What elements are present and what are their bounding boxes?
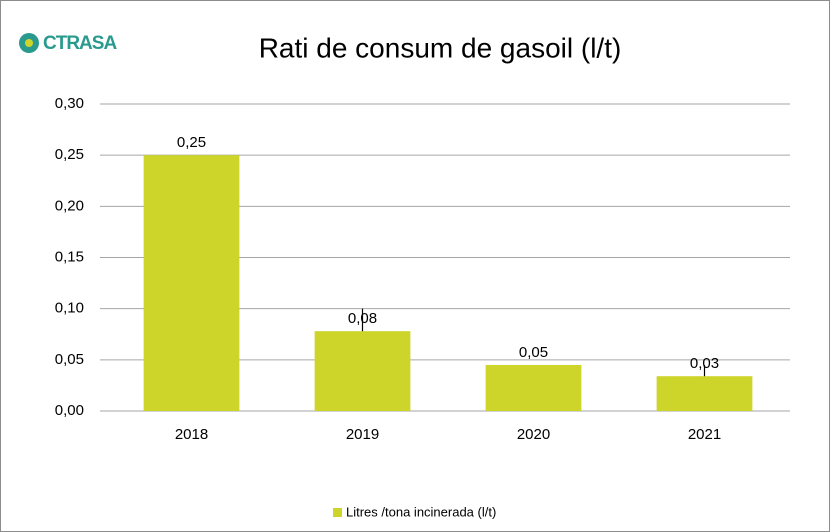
y-tick-label: 0,20	[55, 197, 84, 214]
logo-icon	[25, 39, 33, 47]
data-label: 0,08	[348, 310, 377, 327]
x-tick-label: 2020	[517, 426, 550, 443]
logo: CTRASA	[19, 33, 118, 54]
x-tick-label: 2021	[688, 426, 721, 443]
legend-label: Litres /tona incinerada (l/t)	[346, 504, 496, 519]
y-tick-label: 0,05	[55, 351, 84, 368]
bar	[485, 364, 582, 411]
data-label: 0,05	[519, 344, 548, 361]
y-tick-label: 0,00	[55, 402, 84, 419]
y-tick-label: 0,15	[55, 248, 84, 265]
y-tick-label: 0,30	[55, 95, 84, 112]
x-tick-label: 2019	[346, 426, 379, 443]
x-tick-label: 2018	[175, 426, 208, 443]
legend-swatch	[333, 508, 342, 517]
bar	[143, 155, 240, 411]
data-label: 0,25	[177, 134, 206, 151]
data-label: 0,03	[690, 355, 719, 372]
chart-title: Rati de consum de gasoil (l/t)	[259, 32, 622, 63]
y-tick-label: 0,10	[55, 300, 84, 317]
bar	[656, 376, 753, 411]
logo-text: CTRASA	[43, 33, 117, 54]
y-tick-label: 0,25	[55, 146, 84, 163]
bar	[314, 331, 411, 411]
